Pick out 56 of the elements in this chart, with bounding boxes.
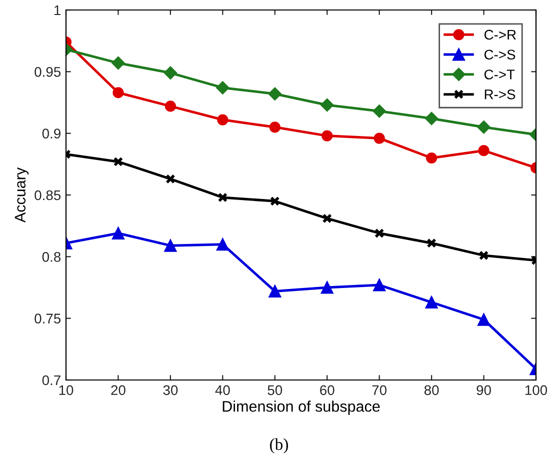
point: [216, 81, 230, 94]
point: [374, 132, 385, 144]
point: [269, 122, 280, 133]
text: (b): [270, 438, 288, 454]
point: [112, 56, 125, 70]
point: [112, 87, 124, 98]
x-tick-label: 80: [424, 385, 439, 396]
x-tick-label: 50: [268, 385, 282, 396]
x-tick-label: 30: [163, 385, 178, 396]
y-tick-label: 0.95: [34, 67, 61, 77]
y-tick-label: 0.8: [42, 252, 61, 262]
point: [164, 66, 178, 80]
x-tick-label: 70: [372, 385, 387, 396]
point: [268, 87, 282, 100]
point: [218, 192, 228, 202]
legend-label: C->R: [484, 30, 516, 40]
point: [113, 156, 124, 167]
point: [164, 100, 176, 112]
point: [426, 152, 438, 164]
point: [164, 239, 177, 252]
point: [372, 104, 386, 118]
legend-label: R->S: [484, 89, 516, 100]
x-tick-label: 90: [476, 385, 491, 396]
point: [478, 145, 490, 156]
legend-label: C->S: [484, 50, 516, 60]
point: [478, 313, 490, 326]
point: [322, 214, 332, 224]
y-tick-label: 1: [54, 5, 60, 16]
x-tick-label: 20: [111, 385, 126, 396]
point: [425, 296, 438, 309]
point: [373, 278, 386, 292]
point: [374, 228, 384, 238]
x-tick-label: 100: [525, 385, 548, 396]
point: [166, 174, 176, 184]
point: [217, 114, 228, 126]
y-axis-title: Accuary: [14, 167, 29, 223]
point: [426, 238, 436, 248]
y-tick-label: 0.9: [42, 128, 60, 139]
y-tick-label: 0.7: [42, 375, 60, 386]
point: [112, 226, 124, 240]
x-tick-label: 60: [320, 385, 334, 396]
point: [478, 250, 489, 260]
legend-label: C->T: [484, 70, 515, 80]
x-tick-label: 10: [59, 385, 74, 396]
point: [424, 112, 438, 126]
point: [320, 281, 334, 294]
point: [268, 284, 282, 298]
point: [216, 238, 229, 251]
x-axis-title: Dimension of subspace: [222, 400, 380, 415]
point: [322, 130, 333, 142]
x-tick-label: 40: [215, 385, 230, 396]
point: [320, 98, 334, 112]
y-tick-label: 0.85: [34, 190, 61, 200]
y-tick-label: 0.75: [34, 314, 61, 324]
point: [477, 120, 490, 134]
point: [270, 196, 280, 206]
